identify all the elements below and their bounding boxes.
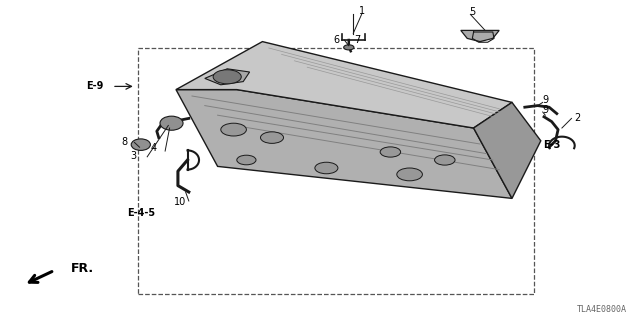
Ellipse shape — [131, 139, 150, 150]
Text: 6: 6 — [333, 35, 339, 45]
Text: 10: 10 — [174, 196, 187, 207]
Text: 9: 9 — [542, 105, 548, 115]
Polygon shape — [176, 42, 512, 128]
Text: 7: 7 — [354, 35, 360, 45]
Text: 1: 1 — [358, 6, 365, 16]
Polygon shape — [176, 90, 512, 198]
Circle shape — [344, 45, 354, 50]
Text: 5: 5 — [469, 7, 476, 17]
Text: E-4-5: E-4-5 — [127, 208, 155, 218]
Polygon shape — [474, 102, 541, 198]
Polygon shape — [205, 69, 250, 85]
Circle shape — [221, 123, 246, 136]
Text: TLA4E0800A: TLA4E0800A — [577, 305, 627, 314]
Text: E-3: E-3 — [543, 140, 561, 150]
Text: FR.: FR. — [70, 262, 93, 275]
Circle shape — [380, 147, 401, 157]
Polygon shape — [461, 30, 499, 42]
Circle shape — [435, 155, 455, 165]
Text: 9: 9 — [542, 95, 548, 106]
Circle shape — [397, 168, 422, 181]
Circle shape — [315, 162, 338, 174]
Circle shape — [213, 70, 241, 84]
Text: 2: 2 — [574, 113, 580, 124]
Ellipse shape — [160, 116, 183, 130]
Text: 8: 8 — [122, 137, 128, 147]
Text: E-9: E-9 — [86, 81, 104, 92]
Text: 4: 4 — [150, 143, 157, 154]
Bar — [138, 48, 534, 294]
Text: 3: 3 — [130, 151, 136, 161]
Circle shape — [260, 132, 284, 143]
Circle shape — [237, 155, 256, 165]
